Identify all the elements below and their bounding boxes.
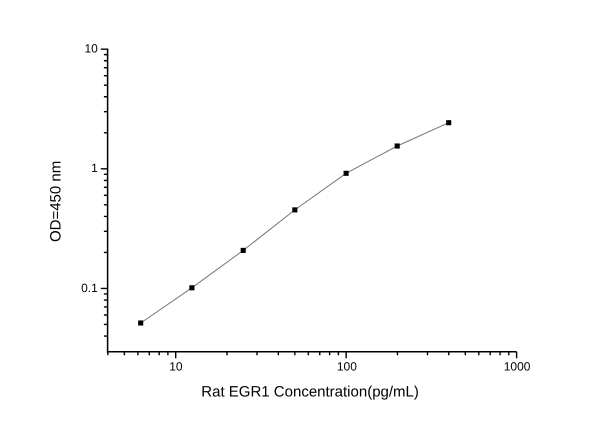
svg-text:1000: 1000 — [504, 360, 531, 374]
svg-text:10: 10 — [84, 42, 98, 56]
svg-text:OD=450 nm: OD=450 nm — [47, 161, 64, 242]
svg-text:1: 1 — [91, 161, 98, 175]
svg-text:Rat EGR1 Concentration(pg/mL): Rat EGR1 Concentration(pg/mL) — [201, 384, 419, 401]
svg-text:0.1: 0.1 — [81, 281, 98, 295]
svg-text:10: 10 — [169, 360, 183, 374]
svg-text:100: 100 — [337, 360, 357, 374]
